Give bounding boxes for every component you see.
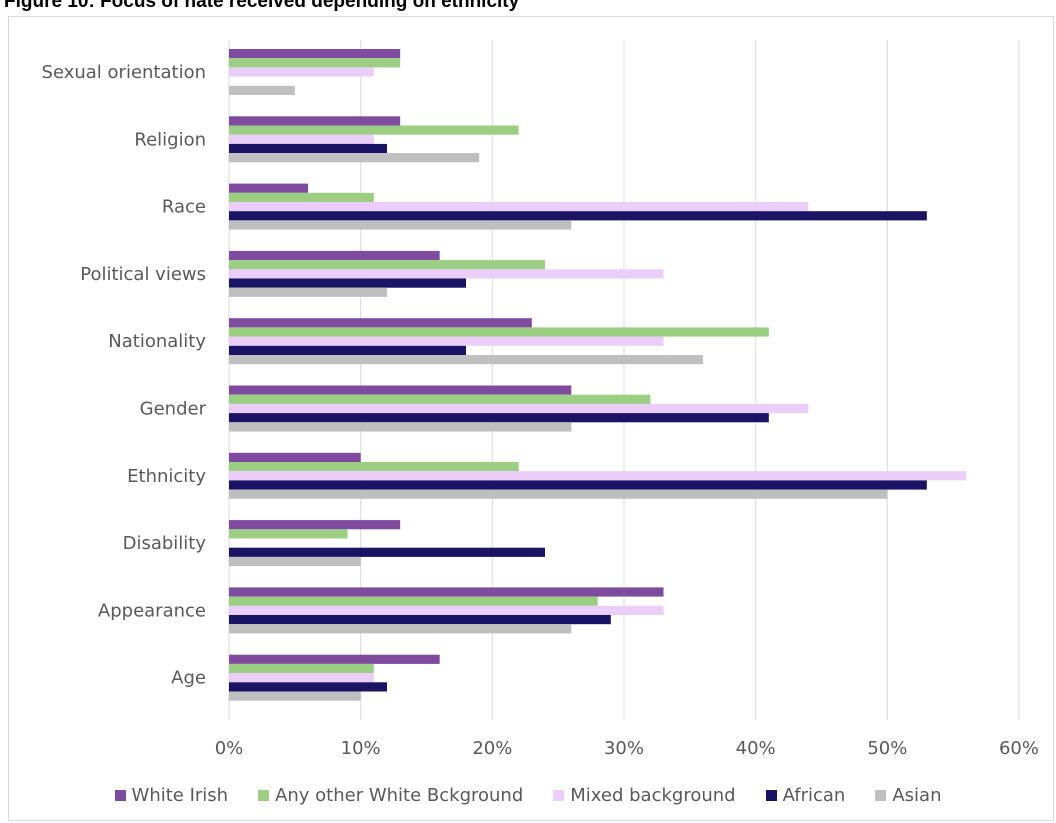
legend-swatch — [765, 789, 777, 801]
legend-swatch — [553, 789, 565, 801]
legend-label: Any other White Bckground — [275, 784, 524, 806]
bar — [229, 624, 572, 634]
bar — [229, 260, 545, 270]
x-tick-label: 10% — [341, 738, 381, 759]
category-label: Political views — [80, 264, 206, 285]
legend-item: White Irish — [114, 784, 229, 806]
bar — [229, 547, 545, 557]
bar — [229, 143, 387, 154]
legend-label: Mixed background — [570, 784, 736, 806]
x-tick-label: 50% — [867, 738, 907, 759]
bar — [229, 336, 664, 346]
category-label: Ethnicity — [127, 466, 206, 487]
legend-label: White Irish — [131, 784, 229, 806]
bar — [229, 605, 664, 615]
bar — [229, 587, 664, 597]
bar — [229, 58, 401, 68]
category-label: Religion — [134, 129, 206, 150]
bar — [229, 67, 374, 77]
category-label: Sexual orientation — [42, 62, 206, 83]
bar — [229, 202, 809, 212]
bar — [229, 520, 401, 530]
bar — [229, 116, 401, 126]
bar — [229, 327, 769, 337]
legend-item: Mixed background — [553, 784, 736, 806]
legend-swatch — [114, 789, 126, 801]
bar — [229, 489, 888, 499]
bar — [229, 413, 769, 423]
legend-item: Any other White Bckground — [258, 785, 523, 806]
bar — [229, 394, 651, 404]
bar — [229, 85, 295, 95]
bar — [229, 269, 664, 279]
bar — [229, 220, 572, 230]
bar — [229, 556, 361, 567]
bar — [229, 250, 440, 261]
bar — [229, 654, 440, 664]
legend-swatch — [258, 789, 270, 801]
bar — [229, 682, 387, 692]
bar — [229, 452, 361, 462]
category-label: Disability — [123, 533, 207, 554]
x-tick-label: 0% — [215, 738, 244, 759]
bar — [229, 287, 387, 297]
bar — [229, 462, 519, 472]
legend: White Irish Any other White Bckground Mixe… — [0, 782, 1056, 808]
category-label: Appearance — [98, 600, 206, 621]
bars — [229, 49, 967, 701]
x-tick-label: 20% — [472, 738, 512, 759]
chart-frame — [8, 16, 1054, 821]
x-tick-label: 30% — [604, 738, 644, 759]
x-tick-label: 40% — [736, 738, 776, 759]
legend-label: Asian — [892, 784, 942, 806]
category-label: Age — [171, 668, 206, 689]
category-label: Nationality — [108, 331, 206, 352]
legend-item: Asian — [875, 785, 941, 806]
bar — [229, 49, 401, 59]
bar-chart: Sexual orientation Religion Race Political … — [42, 40, 1039, 759]
bar — [229, 615, 611, 625]
bar — [229, 211, 927, 221]
legend-swatch — [875, 789, 887, 801]
category-label: Gender — [140, 399, 207, 420]
legend-item: African — [765, 784, 846, 806]
x-tick-labels: 0% 10% 20% 30% 40% 50% 60% — [215, 738, 1039, 759]
x-tick-label: 60% — [999, 738, 1039, 759]
bar — [229, 529, 348, 539]
figure-title: Figure 10: Focus of hate received depend… — [4, 0, 520, 12]
bar — [229, 596, 598, 606]
bar — [229, 183, 308, 193]
category-labels: Sexual orientation Religion Race Political … — [42, 62, 207, 689]
bar — [229, 345, 466, 355]
bar — [229, 318, 532, 328]
bar — [229, 153, 480, 163]
bar — [229, 192, 374, 202]
bar — [229, 403, 809, 414]
bar — [229, 480, 927, 490]
legend-label: African — [782, 784, 846, 806]
bar — [229, 134, 374, 144]
bar — [229, 355, 703, 365]
bar — [229, 673, 374, 683]
category-label: Race — [162, 197, 206, 218]
bar — [229, 691, 361, 701]
bar — [229, 125, 519, 135]
bar — [229, 278, 466, 288]
bar — [229, 385, 572, 395]
bar — [229, 422, 572, 432]
bar — [229, 663, 374, 674]
bar — [229, 471, 967, 481]
